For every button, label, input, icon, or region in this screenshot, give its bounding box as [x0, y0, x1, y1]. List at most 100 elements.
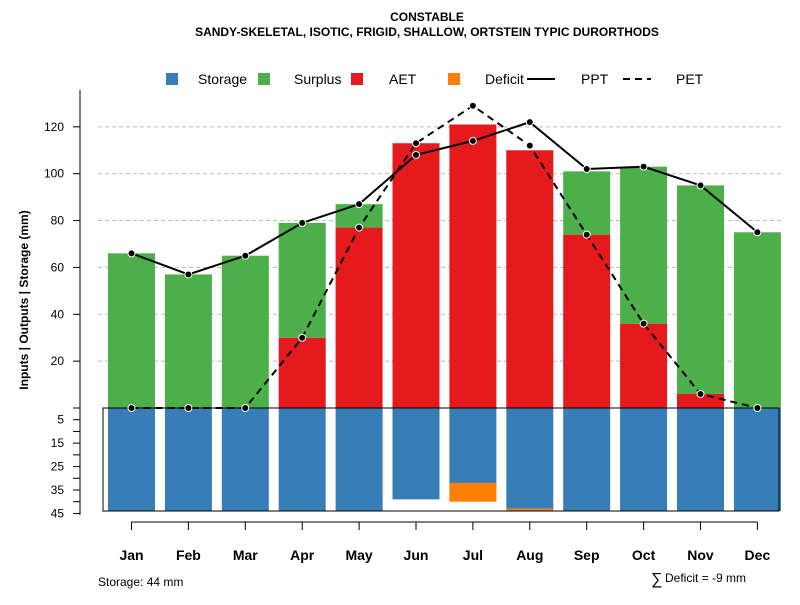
x-tick-label: Mar	[233, 547, 258, 563]
bar-storage	[392, 408, 440, 500]
x-tick-label: Jun	[404, 547, 429, 563]
bar-aet	[449, 124, 497, 408]
bar-surplus	[733, 232, 781, 408]
point-ppt	[241, 251, 250, 260]
bar-storage	[506, 408, 554, 509]
legend-swatch	[351, 73, 363, 85]
bar-aet	[392, 143, 440, 408]
storage-annotation: Storage: 44 mm	[98, 575, 183, 589]
x-tick-label: Nov	[687, 547, 714, 563]
storage-frame	[102, 407, 780, 512]
bar-storage	[278, 408, 326, 512]
legend-label: Storage	[198, 71, 247, 87]
point-ppt	[525, 118, 534, 127]
y-tick-label: 35	[51, 483, 65, 497]
x-tick-label: Dec	[745, 547, 771, 563]
point-pet	[753, 404, 762, 412]
y-tick-label: 80	[51, 214, 65, 228]
legend-swatch	[166, 73, 178, 85]
bar-aet	[620, 323, 668, 408]
point-ppt	[127, 249, 136, 258]
y-tick-label: 40	[51, 307, 65, 321]
bar-storage	[335, 408, 383, 512]
legend-label: AET	[389, 71, 417, 87]
bar-storage	[164, 408, 212, 512]
x-tick-label: Apr	[290, 547, 315, 563]
point-pet	[525, 141, 534, 150]
bar-storage	[733, 408, 781, 512]
point-pet	[127, 404, 136, 412]
legend-label: PET	[676, 71, 704, 87]
point-pet	[582, 230, 591, 239]
point-pet	[355, 223, 364, 232]
point-pet	[298, 333, 307, 342]
bar-surplus	[108, 253, 155, 408]
point-ppt	[184, 270, 193, 279]
bar-storage	[108, 408, 155, 512]
line-ppt	[131, 121, 759, 276]
y-tick-label: 60	[51, 260, 65, 274]
x-tick-label: Sep	[574, 547, 600, 563]
point-ppt	[412, 150, 420, 159]
x-tick-label: Oct	[632, 547, 656, 563]
point-ppt	[753, 228, 762, 237]
legend-label: Deficit	[485, 71, 524, 87]
x-axis: Jan Feb Mar Apr May Jun Jul Aug Sep Oct Nov Dec	[119, 521, 771, 563]
bar-surplus	[164, 274, 212, 408]
x-tick-label: Jan	[119, 547, 143, 563]
bar-aet	[335, 227, 383, 408]
bar-deficit	[506, 508, 554, 512]
bar-aet	[506, 150, 554, 408]
bar-aet	[563, 234, 611, 408]
y-axis: 20 40 60 80 100 120 5 15 25 35 45	[44, 90, 81, 520]
point-pet	[412, 139, 420, 148]
y-tick-label: 15	[51, 436, 65, 450]
bar-storage	[677, 408, 724, 512]
y-tick-label: 20	[51, 354, 65, 368]
chart-title: CONSTABLE	[390, 10, 464, 24]
bar-surplus	[563, 171, 611, 235]
point-ppt	[468, 136, 477, 145]
y-tick-label: 5	[57, 413, 64, 427]
point-ppt	[639, 162, 648, 171]
bars	[108, 124, 781, 512]
point-ppt	[696, 181, 705, 190]
y-tick-label: 25	[51, 460, 65, 474]
point-pet	[696, 389, 705, 398]
point-ppt	[298, 218, 307, 227]
x-tick-label: Aug	[516, 547, 543, 563]
y-tick-label: 45	[51, 506, 65, 520]
point-pet	[184, 404, 193, 412]
bar-storage	[620, 408, 668, 512]
y-tick-label: 100	[44, 167, 64, 181]
bar-aet	[278, 337, 326, 408]
legend-label: PPT	[581, 71, 609, 87]
y-axis-label: Inputs | Outputs | Storage (mm)	[17, 210, 31, 389]
chart-subtitle: SANDY-SKELETAL, ISOTIC, FRIGID, SHALLOW,…	[195, 25, 659, 39]
series-lines	[127, 101, 762, 412]
legend-swatch	[258, 73, 270, 85]
bar-surplus	[221, 255, 269, 408]
bar-surplus	[278, 222, 326, 338]
bar-storage	[221, 408, 269, 512]
deficit-annotation: Deficit = -9 mm	[665, 571, 746, 585]
x-tick-label: Jul	[463, 547, 483, 563]
x-tick-label: Feb	[176, 547, 201, 563]
bar-storage	[563, 408, 611, 512]
x-tick-label: May	[345, 547, 372, 563]
point-pet	[468, 101, 477, 110]
point-ppt	[582, 165, 591, 174]
y-tick-label: 120	[44, 120, 64, 134]
sum-symbol: ∑	[651, 571, 662, 588]
legend-swatch	[448, 73, 460, 85]
legend-label: Surplus	[294, 71, 341, 87]
bar-surplus	[620, 166, 668, 324]
point-ppt	[355, 200, 364, 209]
legend: Storage Surplus AET Deficit PPT PET	[166, 71, 704, 87]
bar-surplus	[677, 185, 724, 394]
point-pet	[639, 319, 648, 328]
point-pet	[241, 404, 250, 412]
line-pet	[131, 104, 758, 409]
bar-storage	[449, 408, 497, 483]
